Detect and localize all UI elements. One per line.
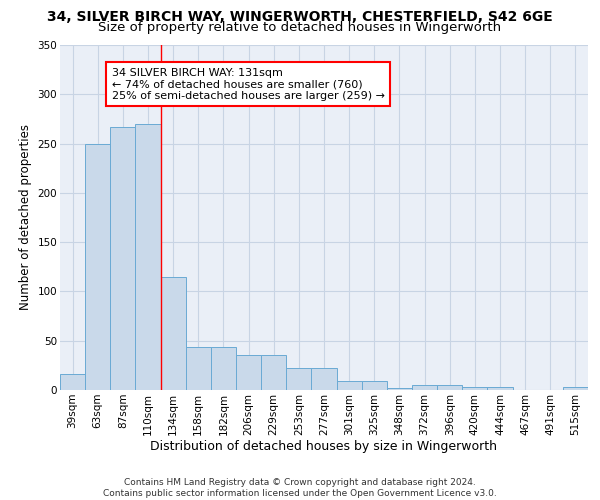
Bar [412, 385, 437, 390]
Bar [161, 276, 186, 390]
Text: 34 SILVER BIRCH WAY: 131sqm
← 74% of detached houses are smaller (760)
25% of se: 34 SILVER BIRCH WAY: 131sqm ← 74% of det… [112, 68, 385, 101]
Bar [387, 388, 412, 390]
Bar [136, 124, 161, 390]
Bar [211, 346, 236, 390]
Bar [437, 385, 462, 390]
Text: Size of property relative to detached houses in Wingerworth: Size of property relative to detached ho… [98, 22, 502, 35]
Bar [286, 368, 311, 390]
Bar [362, 381, 387, 390]
Bar [186, 346, 211, 390]
Bar [462, 387, 487, 390]
Text: 34, SILVER BIRCH WAY, WINGERWORTH, CHESTERFIELD, S42 6GE: 34, SILVER BIRCH WAY, WINGERWORTH, CHEST… [47, 10, 553, 24]
Y-axis label: Number of detached properties: Number of detached properties [19, 124, 32, 310]
Bar [110, 127, 136, 390]
Bar [236, 354, 261, 390]
Bar [60, 374, 85, 390]
Bar [487, 387, 512, 390]
Bar [563, 387, 588, 390]
Bar [261, 354, 286, 390]
Bar [311, 368, 337, 390]
X-axis label: Distribution of detached houses by size in Wingerworth: Distribution of detached houses by size … [151, 440, 497, 454]
Bar [337, 381, 362, 390]
Text: Contains HM Land Registry data © Crown copyright and database right 2024.
Contai: Contains HM Land Registry data © Crown c… [103, 478, 497, 498]
Bar [85, 144, 110, 390]
